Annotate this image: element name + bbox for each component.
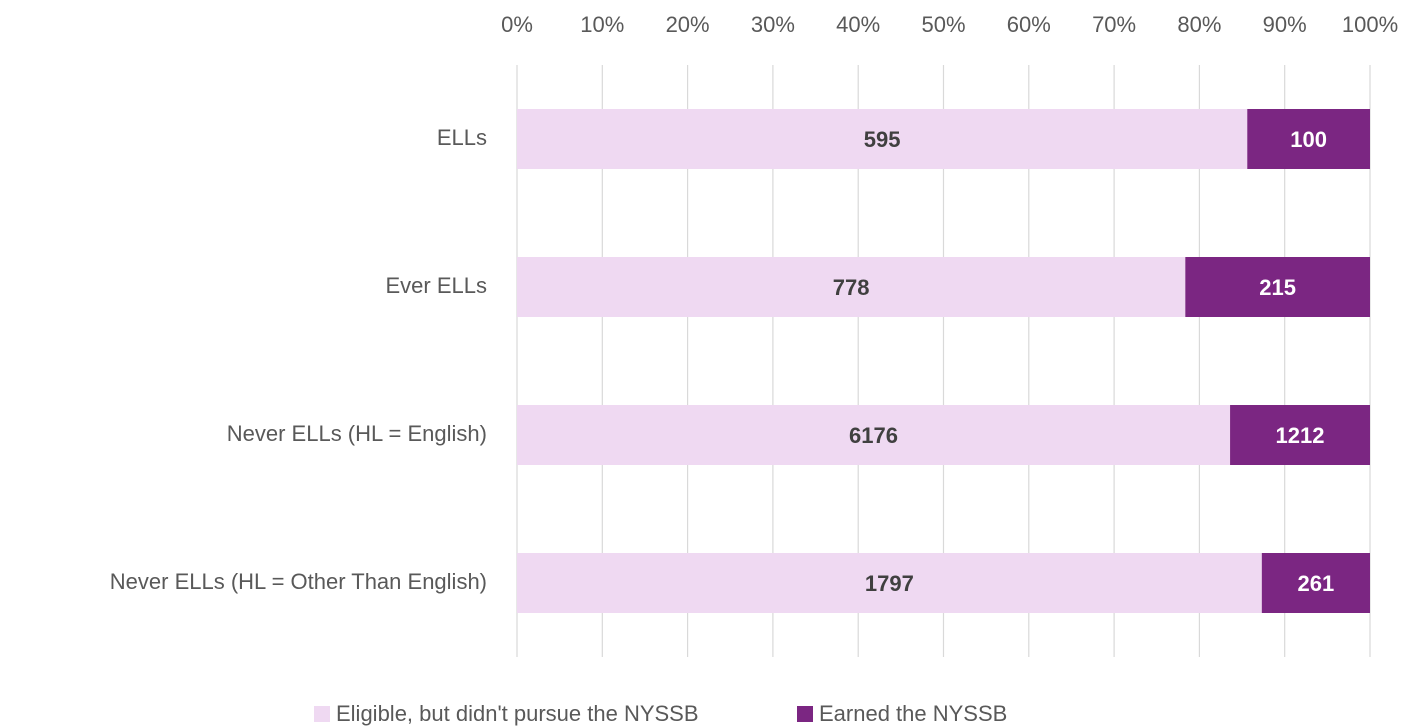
legend-swatch (314, 706, 330, 722)
data-label: 595 (864, 127, 901, 152)
bar-segment (1230, 405, 1370, 465)
data-label: 100 (1290, 127, 1327, 152)
x-tick-label: 30% (751, 12, 795, 37)
category-label: Never ELLs (HL = Other Than English) (110, 569, 487, 594)
x-tick-label: 60% (1007, 12, 1051, 37)
x-tick-label: 90% (1263, 12, 1307, 37)
data-label: 261 (1298, 571, 1335, 596)
category-label: ELLs (437, 125, 487, 150)
bar-segment (517, 257, 1186, 317)
data-label: 778 (833, 275, 870, 300)
x-tick-label: 50% (921, 12, 965, 37)
legend-label: Earned the NYSSB (819, 701, 1007, 726)
bar-segment (517, 405, 1231, 465)
category-label: Ever ELLs (386, 273, 488, 298)
bar-segment (517, 553, 1262, 613)
bar-segment (1261, 553, 1370, 613)
x-tick-label: 0% (501, 12, 533, 37)
bar-segment (517, 109, 1248, 169)
x-tick-label: 40% (836, 12, 880, 37)
bar-segment (1185, 257, 1370, 317)
x-tick-label: 20% (666, 12, 710, 37)
x-tick-label: 80% (1177, 12, 1221, 37)
category-label: Never ELLs (HL = English) (227, 421, 487, 446)
data-label: 1212 (1276, 423, 1325, 448)
legend-swatch (797, 706, 813, 722)
data-label: 215 (1259, 275, 1296, 300)
legend-label: Eligible, but didn't pursue the NYSSB (336, 701, 699, 726)
x-tick-label: 10% (580, 12, 624, 37)
x-tick-label: 70% (1092, 12, 1136, 37)
data-label: 6176 (849, 423, 898, 448)
bar-segment (1247, 109, 1370, 169)
x-tick-label: 100% (1342, 12, 1398, 37)
data-label: 1797 (865, 571, 914, 596)
